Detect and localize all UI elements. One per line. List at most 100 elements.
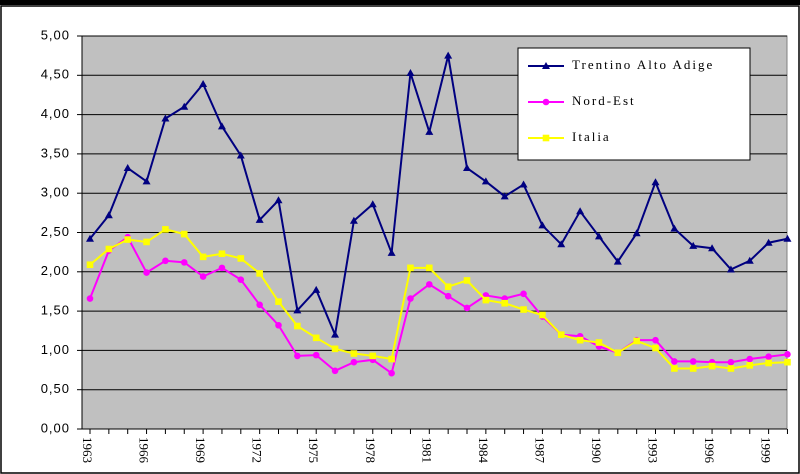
marker	[331, 345, 339, 353]
y-tick-label: 1,00	[41, 342, 70, 357]
marker	[350, 350, 358, 357]
marker	[652, 344, 659, 352]
marker	[294, 322, 301, 330]
marker	[331, 367, 339, 375]
marker	[350, 358, 358, 366]
marker	[689, 358, 697, 365]
x-tick-label: 1984	[476, 437, 491, 463]
marker	[765, 353, 772, 360]
y-tick-label: 4,50	[41, 67, 70, 82]
marker	[142, 177, 151, 185]
marker	[237, 255, 245, 262]
marker	[312, 334, 320, 342]
marker	[425, 127, 434, 135]
marker	[520, 290, 527, 298]
x-tick-label: 1978	[363, 437, 378, 463]
marker	[576, 336, 584, 344]
marker	[388, 369, 395, 377]
marker	[746, 355, 754, 363]
marker	[274, 196, 283, 204]
marker	[199, 253, 207, 261]
marker	[387, 248, 396, 256]
marker	[104, 211, 113, 219]
top-bar	[0, 0, 800, 5]
marker	[331, 330, 340, 338]
y-tick-label: 0,50	[41, 381, 70, 396]
marker	[162, 226, 169, 233]
legend-label: Trentino Alto Adige	[572, 57, 714, 72]
marker	[199, 79, 208, 87]
marker	[671, 358, 678, 365]
marker	[143, 269, 150, 276]
marker	[143, 238, 150, 246]
marker	[218, 264, 226, 272]
marker	[407, 295, 414, 302]
legend-label: Italia	[572, 129, 611, 144]
x-tick-label: 1993	[646, 437, 661, 463]
marker	[745, 256, 754, 264]
y-tick-label: 1,50	[41, 303, 70, 318]
marker	[86, 234, 94, 242]
marker	[369, 352, 377, 360]
x-tick-label: 1969	[193, 437, 208, 463]
marker	[293, 306, 302, 314]
y-tick-label: 3,50	[41, 145, 70, 160]
marker	[481, 177, 490, 185]
marker	[463, 277, 471, 284]
x-tick-label: 1987	[532, 437, 547, 464]
y-tick-label: 5,00	[41, 27, 70, 42]
marker	[651, 178, 660, 186]
marker	[576, 207, 585, 215]
y-tick-label: 3,00	[41, 185, 70, 200]
marker	[217, 122, 226, 130]
marker	[689, 365, 697, 372]
marker	[218, 250, 226, 258]
marker	[161, 114, 170, 122]
marker	[444, 292, 452, 300]
marker	[500, 192, 509, 200]
marker	[557, 240, 566, 248]
x-tick-label: 1975	[306, 437, 321, 463]
marker	[614, 349, 622, 357]
marker	[388, 355, 395, 363]
marker	[595, 339, 603, 346]
marker	[124, 236, 132, 243]
marker	[708, 362, 716, 370]
marker	[426, 264, 433, 272]
marker	[542, 134, 550, 142]
marker	[520, 306, 527, 313]
marker	[463, 164, 472, 172]
marker	[632, 229, 641, 237]
marker	[294, 352, 301, 360]
marker	[180, 102, 189, 110]
x-tick-label: 1963	[80, 437, 95, 463]
marker	[312, 285, 321, 293]
marker	[482, 296, 490, 304]
marker	[784, 358, 791, 366]
marker	[708, 244, 717, 252]
x-tick-label: 1999	[759, 437, 774, 463]
marker	[86, 295, 94, 302]
series-line	[89, 235, 788, 375]
marker	[237, 276, 245, 283]
marker	[764, 238, 773, 246]
marker	[199, 273, 207, 280]
marker	[312, 351, 320, 359]
marker	[652, 336, 659, 344]
marker	[407, 264, 414, 272]
series-line	[89, 55, 788, 339]
marker	[671, 365, 678, 372]
marker	[463, 304, 471, 312]
marker	[689, 241, 698, 249]
marker	[613, 257, 622, 265]
marker	[86, 261, 94, 269]
marker	[746, 362, 754, 369]
marker	[538, 221, 547, 229]
marker	[406, 68, 415, 76]
marker	[105, 245, 113, 253]
y-tick-label: 2,00	[41, 263, 70, 278]
y-tick-label: 0,00	[41, 420, 70, 435]
marker	[426, 281, 433, 288]
marker	[557, 331, 565, 338]
